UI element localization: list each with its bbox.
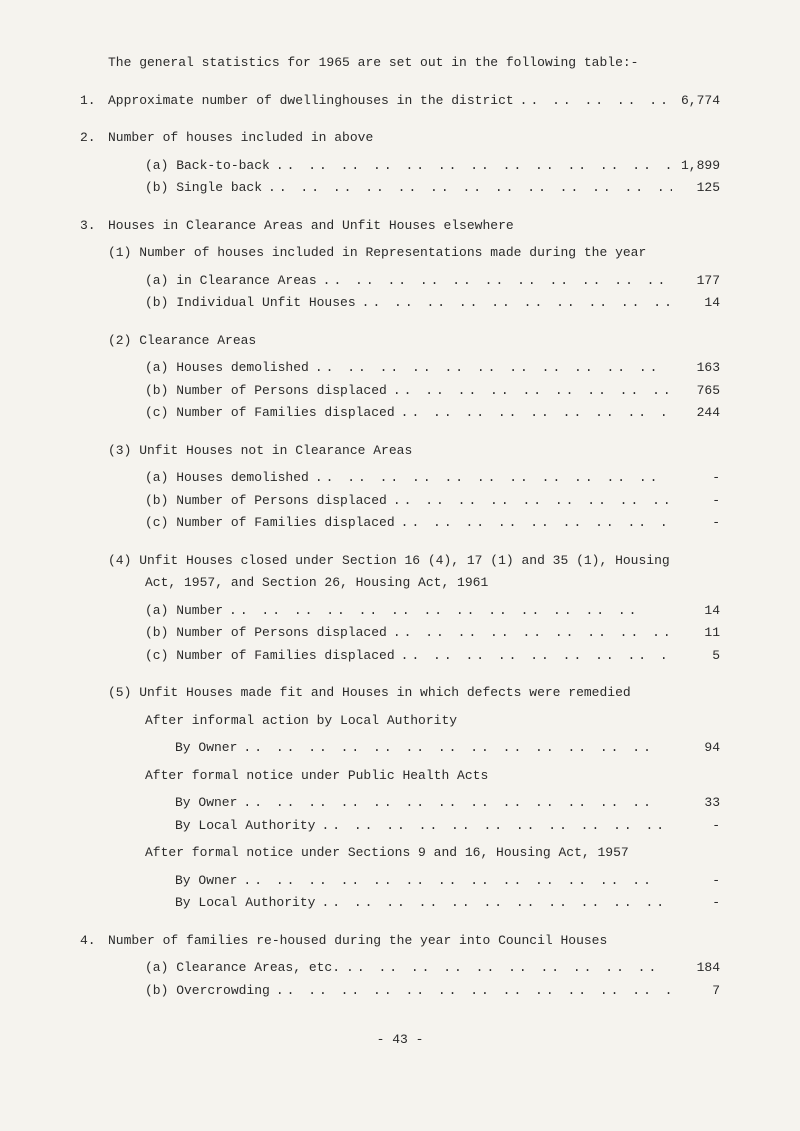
item-2b: (b) Single back .. .. .. .. .. .. .. .. … [80, 178, 720, 198]
item-3-4a: (a) Number .. .. .. .. .. .. .. .. .. ..… [80, 601, 720, 621]
item-3-3b: (b) Number of Persons displaced .. .. ..… [80, 491, 720, 511]
item-3-3a: (a) Houses demolished .. .. .. .. .. .. … [80, 468, 720, 488]
item-3: 3. Houses in Clearance Areas and Unfit H… [80, 216, 720, 236]
item-3-5: (5) Unfit Houses made fit and Houses in … [80, 683, 720, 703]
by-owner-3: By Owner .. .. .. .. .. .. .. .. .. .. .… [80, 871, 720, 891]
by-local-2: By Local Authority .. .. .. .. .. .. .. … [80, 816, 720, 836]
heading: The general statistics for 1965 are set … [80, 53, 720, 73]
item-3-3c: (c) Number of Families displaced .. .. .… [80, 513, 720, 533]
after-formal-sec: After formal notice under Sections 9 and… [80, 843, 720, 863]
item-3-1b: (b) Individual Unfit Houses .. .. .. .. … [80, 293, 720, 313]
item-1: 1. Approximate number of dwellinghouses … [80, 91, 720, 111]
by-owner-1: By Owner .. .. .. .. .. .. .. .. .. .. .… [80, 738, 720, 758]
item-2a: (a) Back-to-back .. .. .. .. .. .. .. ..… [80, 156, 720, 176]
item-3-1: (1) Number of houses included in Represe… [80, 243, 720, 263]
by-local-3: By Local Authority .. .. .. .. .. .. .. … [80, 893, 720, 913]
item-3-2c: (c) Number of Families displaced .. .. .… [80, 403, 720, 423]
item-3-4-line1: (4) Unfit Houses closed under Section 16… [80, 551, 720, 571]
item-3-4c: (c) Number of Families displaced .. .. .… [80, 646, 720, 666]
item-3-4b: (b) Number of Persons displaced .. .. ..… [80, 623, 720, 643]
after-informal: After informal action by Local Authority [80, 711, 720, 731]
item-4b: (b) Overcrowding .. .. .. .. .. .. .. ..… [80, 981, 720, 1001]
item-4: 4. Number of families re-housed during t… [80, 931, 720, 951]
item-3-2a: (a) Houses demolished .. .. .. .. .. .. … [80, 358, 720, 378]
after-formal-ph: After formal notice under Public Health … [80, 766, 720, 786]
item-3-2: (2) Clearance Areas [80, 331, 720, 351]
item-3-4-line2: Act, 1957, and Section 26, Housing Act, … [80, 573, 720, 593]
item-4a: (a) Clearance Areas, etc. .. .. .. .. ..… [80, 958, 720, 978]
item-3-2b: (b) Number of Persons displaced .. .. ..… [80, 381, 720, 401]
item-3-1a: (a) in Clearance Areas .. .. .. .. .. ..… [80, 271, 720, 291]
page-number: - 43 - [80, 1030, 720, 1050]
item-3-3: (3) Unfit Houses not in Clearance Areas [80, 441, 720, 461]
item-2: 2. Number of houses included in above [80, 128, 720, 148]
by-owner-2: By Owner .. .. .. .. .. .. .. .. .. .. .… [80, 793, 720, 813]
